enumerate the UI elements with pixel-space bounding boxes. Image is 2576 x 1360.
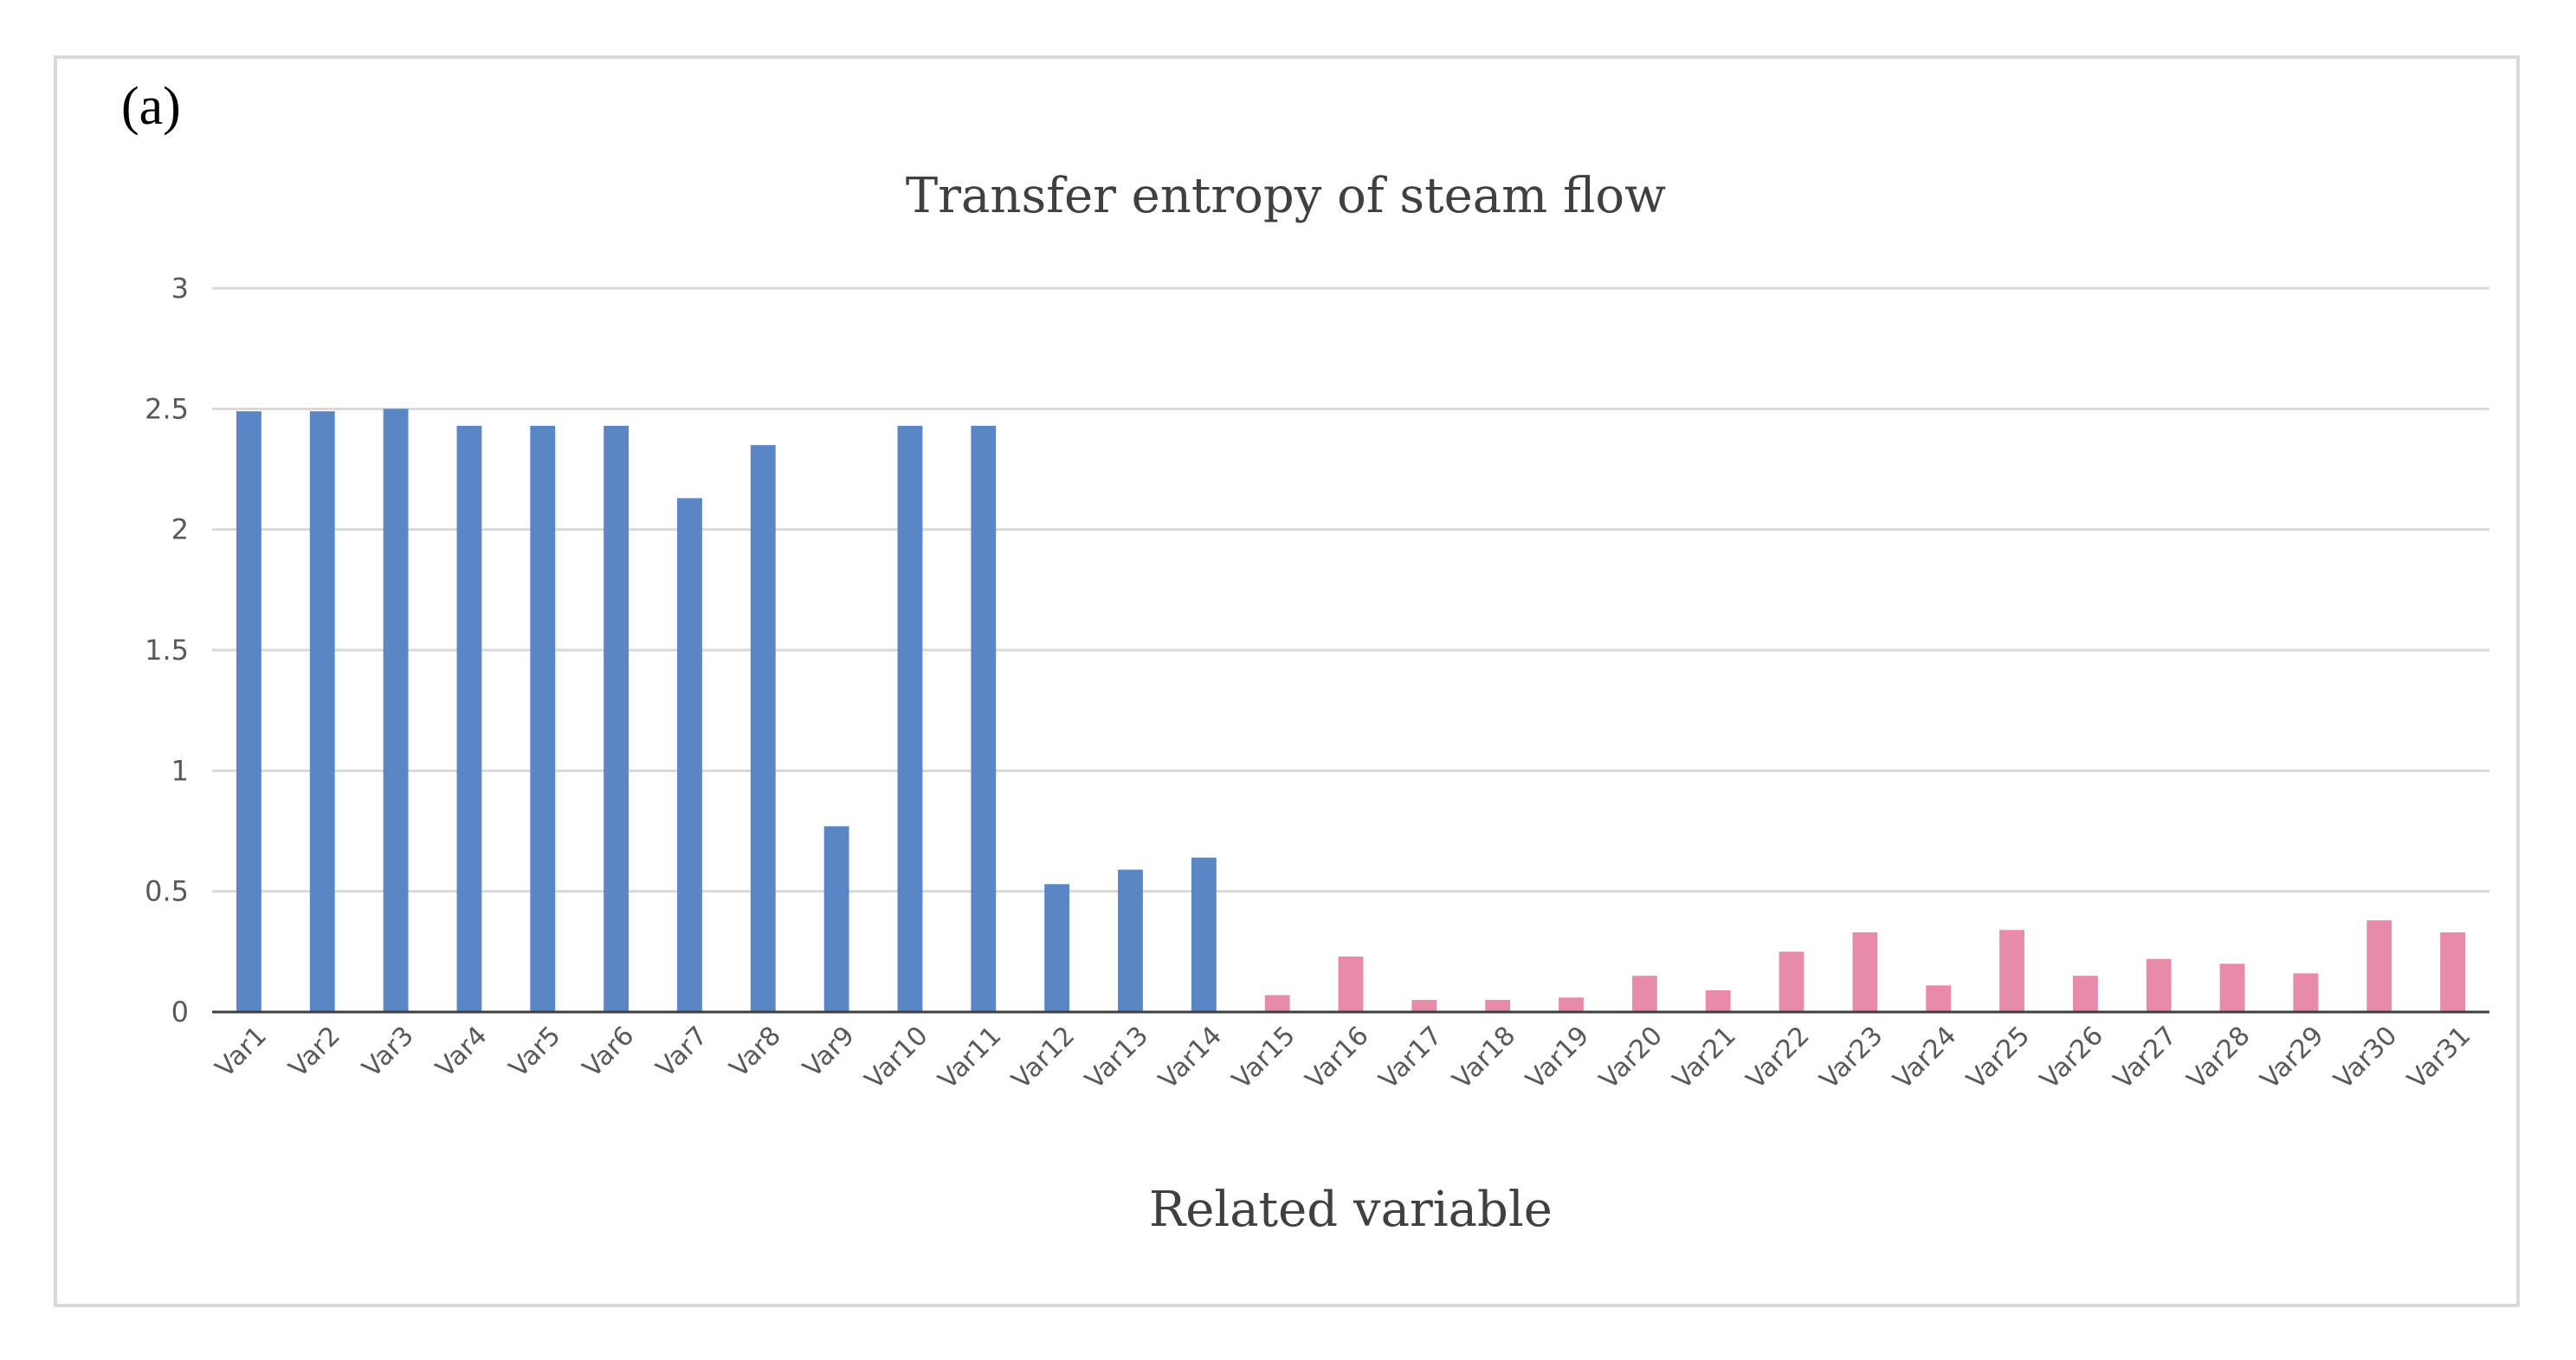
y-tick-label: 3 <box>171 272 189 305</box>
bar-var20 <box>1631 976 1657 1012</box>
y-tick-label: 1.5 <box>145 634 189 667</box>
bar-var30 <box>2366 920 2392 1012</box>
bar-var18 <box>1485 1000 1511 1012</box>
bar-var8 <box>750 445 776 1012</box>
bar-var15 <box>1264 995 1290 1012</box>
x-tick-label: Var2 <box>283 1021 346 1084</box>
x-tick-label: Var4 <box>430 1021 494 1084</box>
bar-var6 <box>604 425 629 1013</box>
bar-var13 <box>1118 869 1143 1012</box>
bar-var29 <box>2293 973 2319 1012</box>
x-tick-label: Var13 <box>1080 1021 1154 1095</box>
x-tick-label: Var10 <box>859 1021 933 1095</box>
bar-var11 <box>971 425 997 1013</box>
bar-var26 <box>2072 976 2098 1012</box>
bar-var12 <box>1044 884 1070 1012</box>
x-tick-label: Var3 <box>357 1021 420 1084</box>
x-tick-label: Var14 <box>1153 1021 1228 1095</box>
chart-title: Transfer entropy of steam flow <box>906 168 1666 224</box>
bar-var25 <box>1999 930 2024 1012</box>
x-tick-label: Var30 <box>2328 1021 2403 1095</box>
bar-var17 <box>1411 1000 1437 1012</box>
x-tick-label: Var19 <box>1520 1021 1595 1095</box>
bar-var5 <box>530 425 556 1013</box>
x-tick-label: Var7 <box>650 1021 713 1084</box>
bar-var21 <box>1705 989 1731 1012</box>
bar-var4 <box>456 425 482 1013</box>
bar-var22 <box>1779 951 1804 1012</box>
bar-var2 <box>309 411 335 1012</box>
x-tick-label: Var1 <box>210 1021 273 1084</box>
x-tick-label: Var21 <box>1668 1021 1742 1095</box>
bar-var31 <box>2440 932 2466 1012</box>
bar-var10 <box>897 425 923 1013</box>
y-tick-label: 0.5 <box>145 875 189 908</box>
bar-var24 <box>1926 985 1952 1012</box>
y-tick-label: 1 <box>171 754 189 787</box>
panel-label: (a) <box>121 77 181 136</box>
bar-var19 <box>1559 997 1584 1012</box>
gridlines <box>212 287 2489 893</box>
bar-var14 <box>1191 857 1217 1012</box>
bar-var27 <box>2146 958 2172 1012</box>
x-tick-label: Var25 <box>1961 1021 2036 1095</box>
x-tick-label: Var9 <box>797 1021 861 1084</box>
x-tick-label: Var23 <box>1814 1021 1888 1095</box>
x-tick-label: Var27 <box>2108 1021 2183 1095</box>
y-tick-label: 2.5 <box>145 392 189 425</box>
bar-var28 <box>2219 964 2245 1012</box>
x-axis-label: Related variable <box>1149 1182 1553 1238</box>
x-tick-label: Var15 <box>1226 1021 1301 1095</box>
y-axis-ticks: 0 0.5 1 1.5 2 2.5 3 <box>145 272 189 1028</box>
y-tick-label: 0 <box>171 996 189 1028</box>
x-tick-label: Var24 <box>1888 1021 1962 1095</box>
x-tick-label: Var17 <box>1373 1021 1448 1095</box>
x-tick-label: Var28 <box>2181 1021 2256 1095</box>
x-tick-label: Var31 <box>2402 1021 2476 1095</box>
x-tick-label: Var29 <box>2255 1021 2329 1095</box>
x-tick-label: Var12 <box>1006 1021 1081 1095</box>
x-tick-label: Var16 <box>1300 1021 1374 1095</box>
x-tick-label: Var20 <box>1594 1021 1669 1095</box>
bar-var1 <box>236 411 261 1012</box>
x-tick-label: Var18 <box>1447 1021 1521 1095</box>
bar-var23 <box>1852 932 1878 1012</box>
y-tick-label: 2 <box>171 513 189 546</box>
bar-var16 <box>1338 956 1364 1012</box>
x-tick-label: Var6 <box>577 1021 640 1084</box>
x-tick-label: Var5 <box>504 1021 567 1084</box>
bar-var3 <box>383 409 409 1012</box>
bars <box>236 409 2466 1013</box>
bar-var7 <box>677 498 702 1012</box>
x-tick-label: Var26 <box>2035 1021 2109 1095</box>
x-tick-label: Var8 <box>724 1021 787 1084</box>
x-axis-ticks: Var1 Var2 Var3 Var4 Var5 Var6 Var7 Var8 Var9Var1… <box>210 1021 2476 1095</box>
x-tick-label: Var22 <box>1740 1021 1815 1095</box>
x-tick-label: Var11 <box>933 1021 1007 1095</box>
bar-var9 <box>823 826 849 1012</box>
